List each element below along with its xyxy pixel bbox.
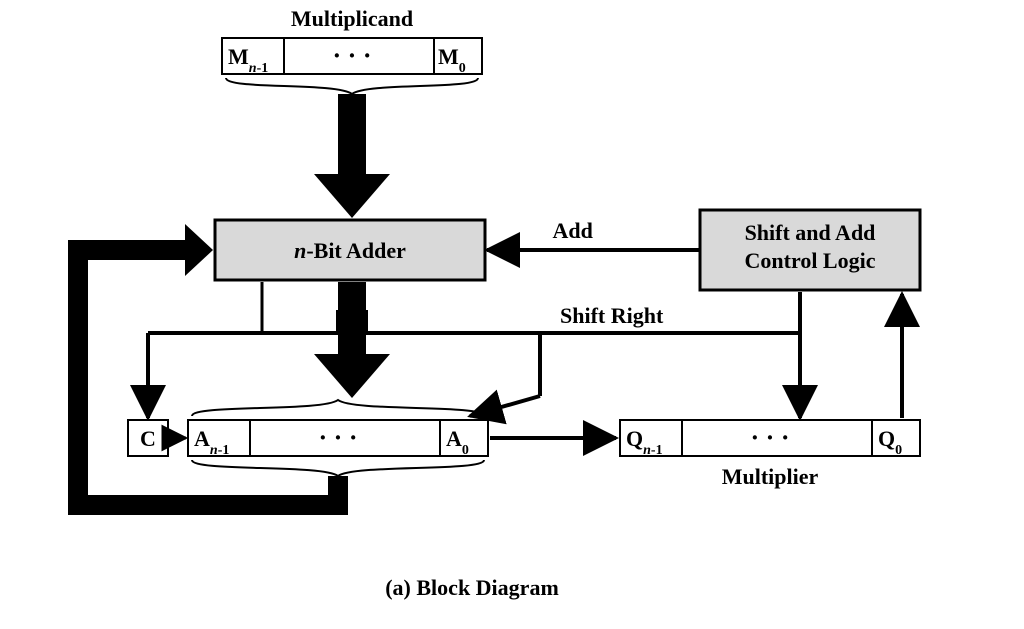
add-label: Add (553, 218, 593, 243)
Q-dots: · · · (750, 423, 789, 452)
adder-box: n-Bit Adder (215, 220, 485, 280)
multiplicand-label: Multiplicand (291, 6, 413, 31)
M-dots: · · · (332, 41, 371, 70)
caption: (a) Block Diagram (385, 575, 559, 600)
register-Q: Qn-1Q0· · · (620, 420, 920, 458)
A-brace-top (192, 400, 484, 416)
M-brace (226, 78, 478, 94)
arrow-adder-to-A (314, 282, 390, 398)
register-A: An-1A0· · · (188, 420, 488, 458)
arrow-M-to-adder (314, 94, 390, 218)
C-label: C (140, 426, 156, 451)
shift-right-label: Shift Right (560, 303, 664, 328)
register-C: C (128, 420, 168, 456)
arrow-sr-to-A (470, 396, 540, 416)
register-M: Mn-1M0· · · (222, 38, 482, 94)
adder-text: n-Bit Adder (294, 238, 406, 263)
multiplier-label: Multiplier (722, 464, 819, 489)
control-line1: Shift and Add (745, 220, 876, 245)
A-dots: · · · (318, 423, 357, 452)
A-brace-bottom (192, 460, 484, 476)
control-line2: Control Logic (745, 248, 876, 273)
control-box: Shift and Add Control Logic (700, 210, 920, 290)
